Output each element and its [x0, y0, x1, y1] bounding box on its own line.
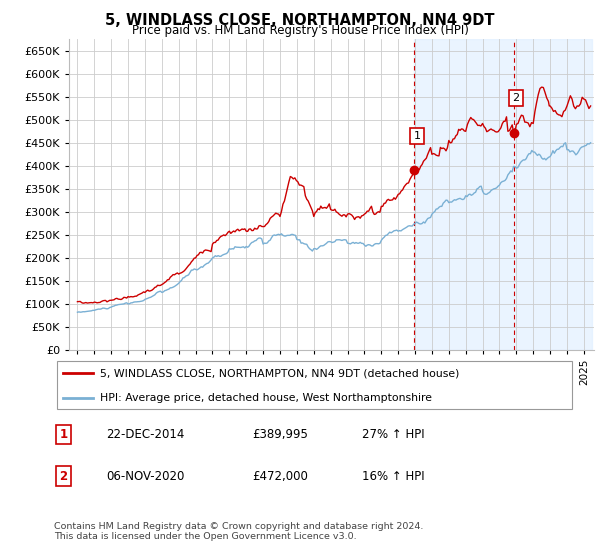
Text: 27% ↑ HPI: 27% ↑ HPI — [362, 428, 425, 441]
Text: 5, WINDLASS CLOSE, NORTHAMPTON, NN4 9DT (detached house): 5, WINDLASS CLOSE, NORTHAMPTON, NN4 9DT … — [100, 368, 460, 379]
Text: 5, WINDLASS CLOSE, NORTHAMPTON, NN4 9DT: 5, WINDLASS CLOSE, NORTHAMPTON, NN4 9DT — [105, 13, 495, 28]
Text: 2: 2 — [59, 470, 67, 483]
Bar — [415, 39, 592, 350]
FancyBboxPatch shape — [56, 361, 572, 409]
Text: 06-NOV-2020: 06-NOV-2020 — [106, 470, 185, 483]
Text: 1: 1 — [413, 131, 421, 141]
Text: 22-DEC-2014: 22-DEC-2014 — [106, 428, 185, 441]
Text: £389,995: £389,995 — [253, 428, 308, 441]
Text: £472,000: £472,000 — [253, 470, 308, 483]
Text: Price paid vs. HM Land Registry's House Price Index (HPI): Price paid vs. HM Land Registry's House … — [131, 24, 469, 37]
Text: Contains HM Land Registry data © Crown copyright and database right 2024.
This d: Contains HM Land Registry data © Crown c… — [54, 522, 424, 542]
Text: HPI: Average price, detached house, West Northamptonshire: HPI: Average price, detached house, West… — [100, 393, 432, 403]
Text: 1: 1 — [59, 428, 67, 441]
Text: 16% ↑ HPI: 16% ↑ HPI — [362, 470, 425, 483]
Text: 2: 2 — [512, 93, 520, 103]
